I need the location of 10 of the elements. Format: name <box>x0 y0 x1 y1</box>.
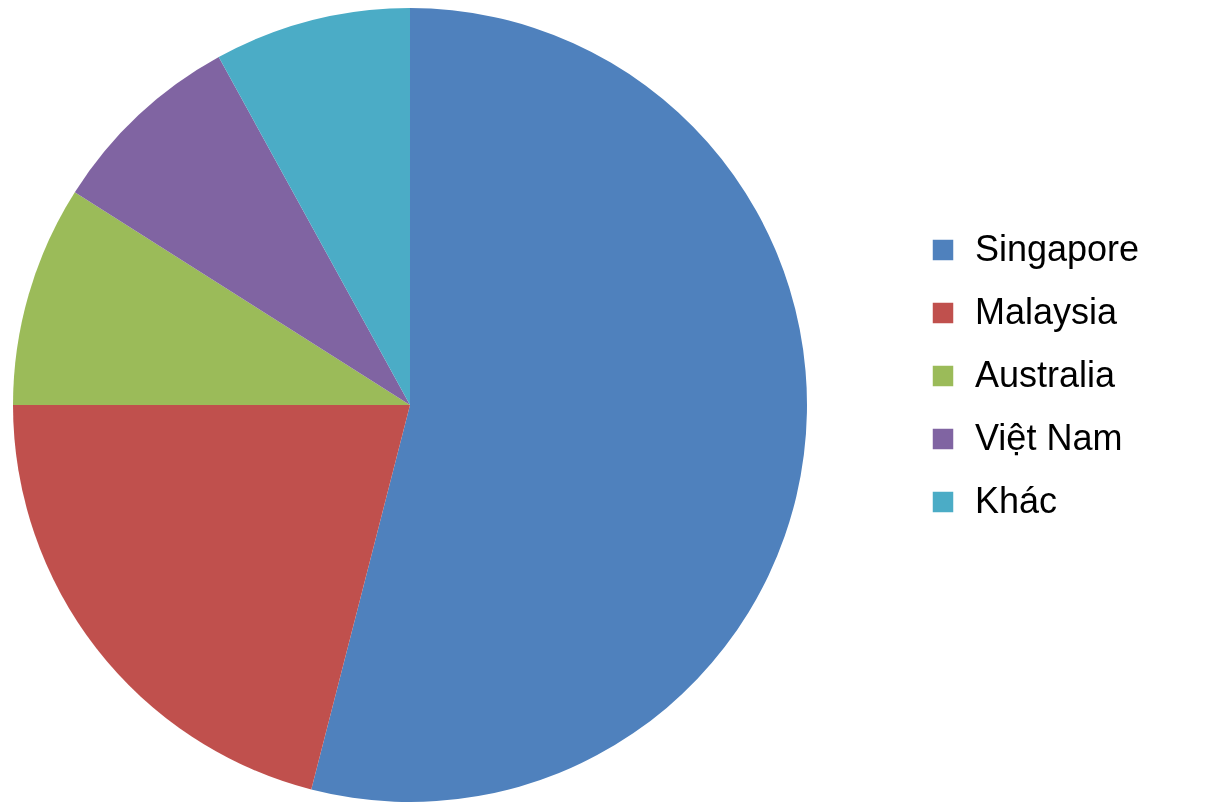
pie-slice <box>74 57 410 405</box>
pie-slice <box>13 192 410 405</box>
legend-label: Khác <box>975 480 1058 521</box>
pie-slice <box>311 8 807 802</box>
pie-slice <box>218 8 410 405</box>
pie-slice <box>13 405 410 790</box>
legend-label: Việt Nam <box>975 417 1123 458</box>
legend-label: Malaysia <box>975 291 1119 332</box>
legend-label: Singapore <box>975 228 1140 269</box>
legend-label: Australia <box>975 354 1117 395</box>
